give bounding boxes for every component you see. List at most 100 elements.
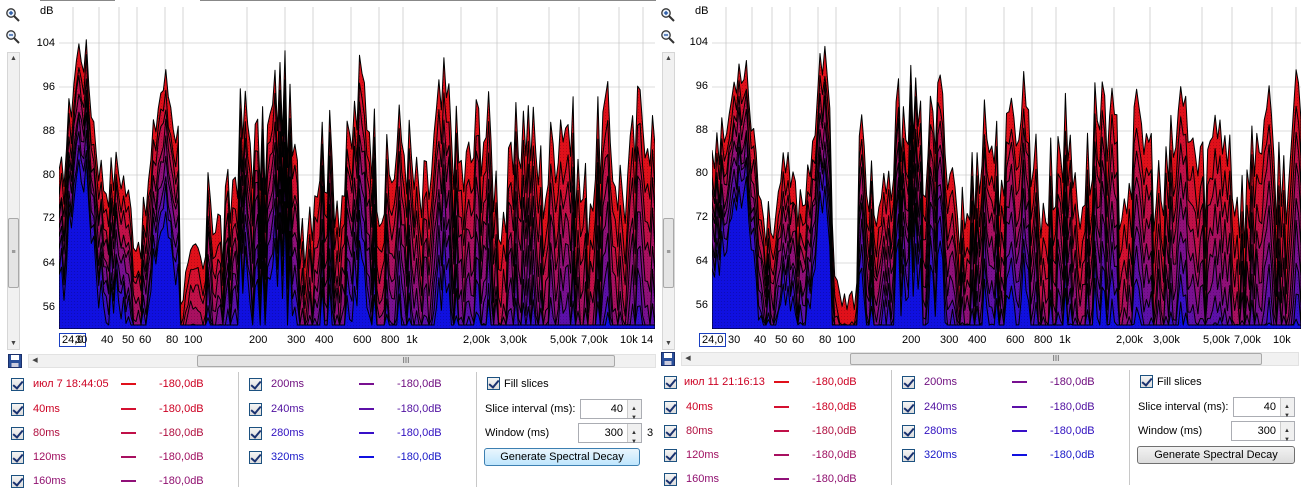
slice-name: 320ms <box>924 449 958 461</box>
fill-slices-checkbox[interactable] <box>1140 375 1153 388</box>
x-tick-label: 800 <box>1034 334 1053 346</box>
slice-row[interactable]: 280ms -180,0dB <box>902 423 1122 439</box>
spin-buttons[interactable] <box>627 400 641 427</box>
horizontal-scrollbar[interactable]: ◀ III <box>681 352 1299 366</box>
zoom-out-icon[interactable] <box>4 29 22 45</box>
slice-color-swatch <box>359 432 374 434</box>
x-tick-label: 3,00k <box>1153 334 1180 346</box>
slice-checkbox[interactable] <box>11 474 24 488</box>
spin-buttons[interactable] <box>1280 398 1294 425</box>
horizontal-scrollbar[interactable]: ◀ III <box>28 354 656 368</box>
slice-checkbox[interactable] <box>902 400 915 414</box>
scroll-down-arrow-icon[interactable]: ▼ <box>10 340 17 347</box>
fill-slices-toggle[interactable]: Fill slices <box>1140 375 1202 388</box>
slice-name: 280ms <box>271 427 305 439</box>
save-icon[interactable] <box>661 352 675 366</box>
spectral-decay-plot[interactable] <box>59 7 655 329</box>
slice-color-swatch <box>359 408 374 410</box>
slice-checkbox[interactable] <box>902 375 915 389</box>
slice-value: -180,0dB <box>812 449 857 461</box>
x-range-start[interactable]: 24,0 <box>699 333 727 347</box>
slice-row[interactable]: 80ms -180,0dB <box>11 425 231 441</box>
slice-row[interactable]: 320ms -180,0dB <box>249 449 469 465</box>
x-tick-label: 80 <box>166 334 179 346</box>
slice-row[interactable]: 280ms -180,0dB <box>249 425 469 441</box>
slice-row[interactable]: 160ms -180,0dB <box>664 471 884 487</box>
slice-row[interactable]: 40ms -180,0dB <box>11 401 231 417</box>
window-label: Window (ms) <box>1138 425 1203 437</box>
slice-checkbox[interactable] <box>664 424 677 438</box>
spin-buttons[interactable] <box>1280 422 1294 449</box>
slice-name: 320ms <box>271 451 305 463</box>
x-range-start[interactable]: 24,0 <box>59 333 87 347</box>
scroll-left-arrow-icon[interactable]: ◀ <box>685 355 691 362</box>
slice-row[interactable]: 320ms -180,0dB <box>902 447 1122 463</box>
horizontal-scroll-thumb[interactable]: III <box>197 355 615 367</box>
slice-checkbox[interactable] <box>249 450 262 464</box>
window-label: Window (ms) <box>485 427 550 439</box>
generate-spectral-decay-button[interactable]: Generate Spectral Decay <box>1137 446 1295 464</box>
slice-row[interactable]: июл 7 18:44:05 -180,0dB <box>11 376 231 392</box>
slice-interval-input[interactable]: 40 <box>1233 397 1295 425</box>
slice-row[interactable]: 240ms -180,0dB <box>249 401 469 417</box>
generate-spectral-decay-button[interactable]: Generate Spectral Decay <box>484 448 640 466</box>
slice-checkbox[interactable] <box>249 377 262 391</box>
horizontal-scroll-thumb[interactable]: III <box>850 353 1262 365</box>
zoom-out-icon[interactable] <box>659 29 677 45</box>
vertical-scroll-thumb[interactable]: ≡ <box>8 218 19 288</box>
slice-checkbox[interactable] <box>902 424 915 438</box>
vertical-scrollbar[interactable]: ▲ ≡ ▼ <box>662 52 675 350</box>
slice-name: 280ms <box>924 425 958 437</box>
slice-checkbox[interactable] <box>664 448 677 462</box>
fill-slices-toggle[interactable]: Fill slices <box>487 377 549 390</box>
y-tick-label: 80 <box>695 167 708 179</box>
x-tick-label: 10k <box>620 334 638 346</box>
right-spectral-decay-panel: ▲ ≡ ▼ dB 104 96 88 80 72 64 56 24,0 30 4… <box>655 0 1302 488</box>
slice-row[interactable]: 200ms -180,0dB <box>249 376 469 392</box>
x-tick-label: 5,00k <box>1203 334 1230 346</box>
slice-name: 160ms <box>33 475 67 487</box>
vertical-scroll-thumb[interactable]: ≡ <box>663 218 674 288</box>
slice-checkbox[interactable] <box>11 450 24 464</box>
slice-row[interactable]: 40ms -180,0dB <box>664 399 884 415</box>
slice-row[interactable]: июл 11 21:16:13 -180,0dB <box>664 374 884 390</box>
slice-row[interactable]: 120ms -180,0dB <box>11 449 231 465</box>
zoom-in-icon[interactable] <box>659 7 677 23</box>
slice-checkbox[interactable] <box>11 426 24 440</box>
slice-row[interactable]: 80ms -180,0dB <box>664 423 884 439</box>
spectral-decay-plot[interactable] <box>712 7 1301 329</box>
vertical-scrollbar[interactable]: ▲ ≡ ▼ <box>7 52 20 350</box>
fill-slices-checkbox[interactable] <box>487 377 500 390</box>
slice-checkbox[interactable] <box>249 426 262 440</box>
y-tick-label: 96 <box>42 81 55 93</box>
window-input[interactable]: 300 <box>1231 421 1295 449</box>
slice-row[interactable]: 200ms -180,0dB <box>902 374 1122 390</box>
slice-value: -180,0dB <box>1050 401 1095 413</box>
slice-row[interactable]: 120ms -180,0dB <box>664 447 884 463</box>
slice-name: 80ms <box>33 427 60 439</box>
scroll-down-arrow-icon[interactable]: ▼ <box>665 340 672 347</box>
slice-checkbox[interactable] <box>902 448 915 462</box>
slice-checkbox[interactable] <box>664 375 677 389</box>
slice-checkbox[interactable] <box>11 402 24 416</box>
y-axis-unit: dB <box>40 5 54 17</box>
slice-checkbox[interactable] <box>664 400 677 414</box>
scroll-left-arrow-icon[interactable]: ◀ <box>32 357 38 364</box>
slice-checkbox[interactable] <box>11 377 24 391</box>
slice-checkbox[interactable] <box>249 402 262 416</box>
spin-buttons[interactable] <box>627 424 641 451</box>
slice-row[interactable]: 160ms -180,0dB <box>11 473 231 489</box>
save-icon[interactable] <box>8 354 22 368</box>
x-tick-label: 5,00k <box>550 334 577 346</box>
slice-value: -180,0dB <box>397 427 442 439</box>
scroll-up-arrow-icon[interactable]: ▲ <box>10 55 17 62</box>
column-separator <box>476 372 477 487</box>
x-tick-label: 1k <box>406 334 418 346</box>
window-input[interactable]: 300 <box>578 423 642 451</box>
slice-checkbox[interactable] <box>664 472 677 486</box>
slice-color-swatch <box>121 432 136 434</box>
zoom-in-icon[interactable] <box>4 7 22 23</box>
scroll-up-arrow-icon[interactable]: ▲ <box>665 55 672 62</box>
slice-interval-input[interactable]: 40 <box>580 399 642 427</box>
slice-row[interactable]: 240ms -180,0dB <box>902 399 1122 415</box>
